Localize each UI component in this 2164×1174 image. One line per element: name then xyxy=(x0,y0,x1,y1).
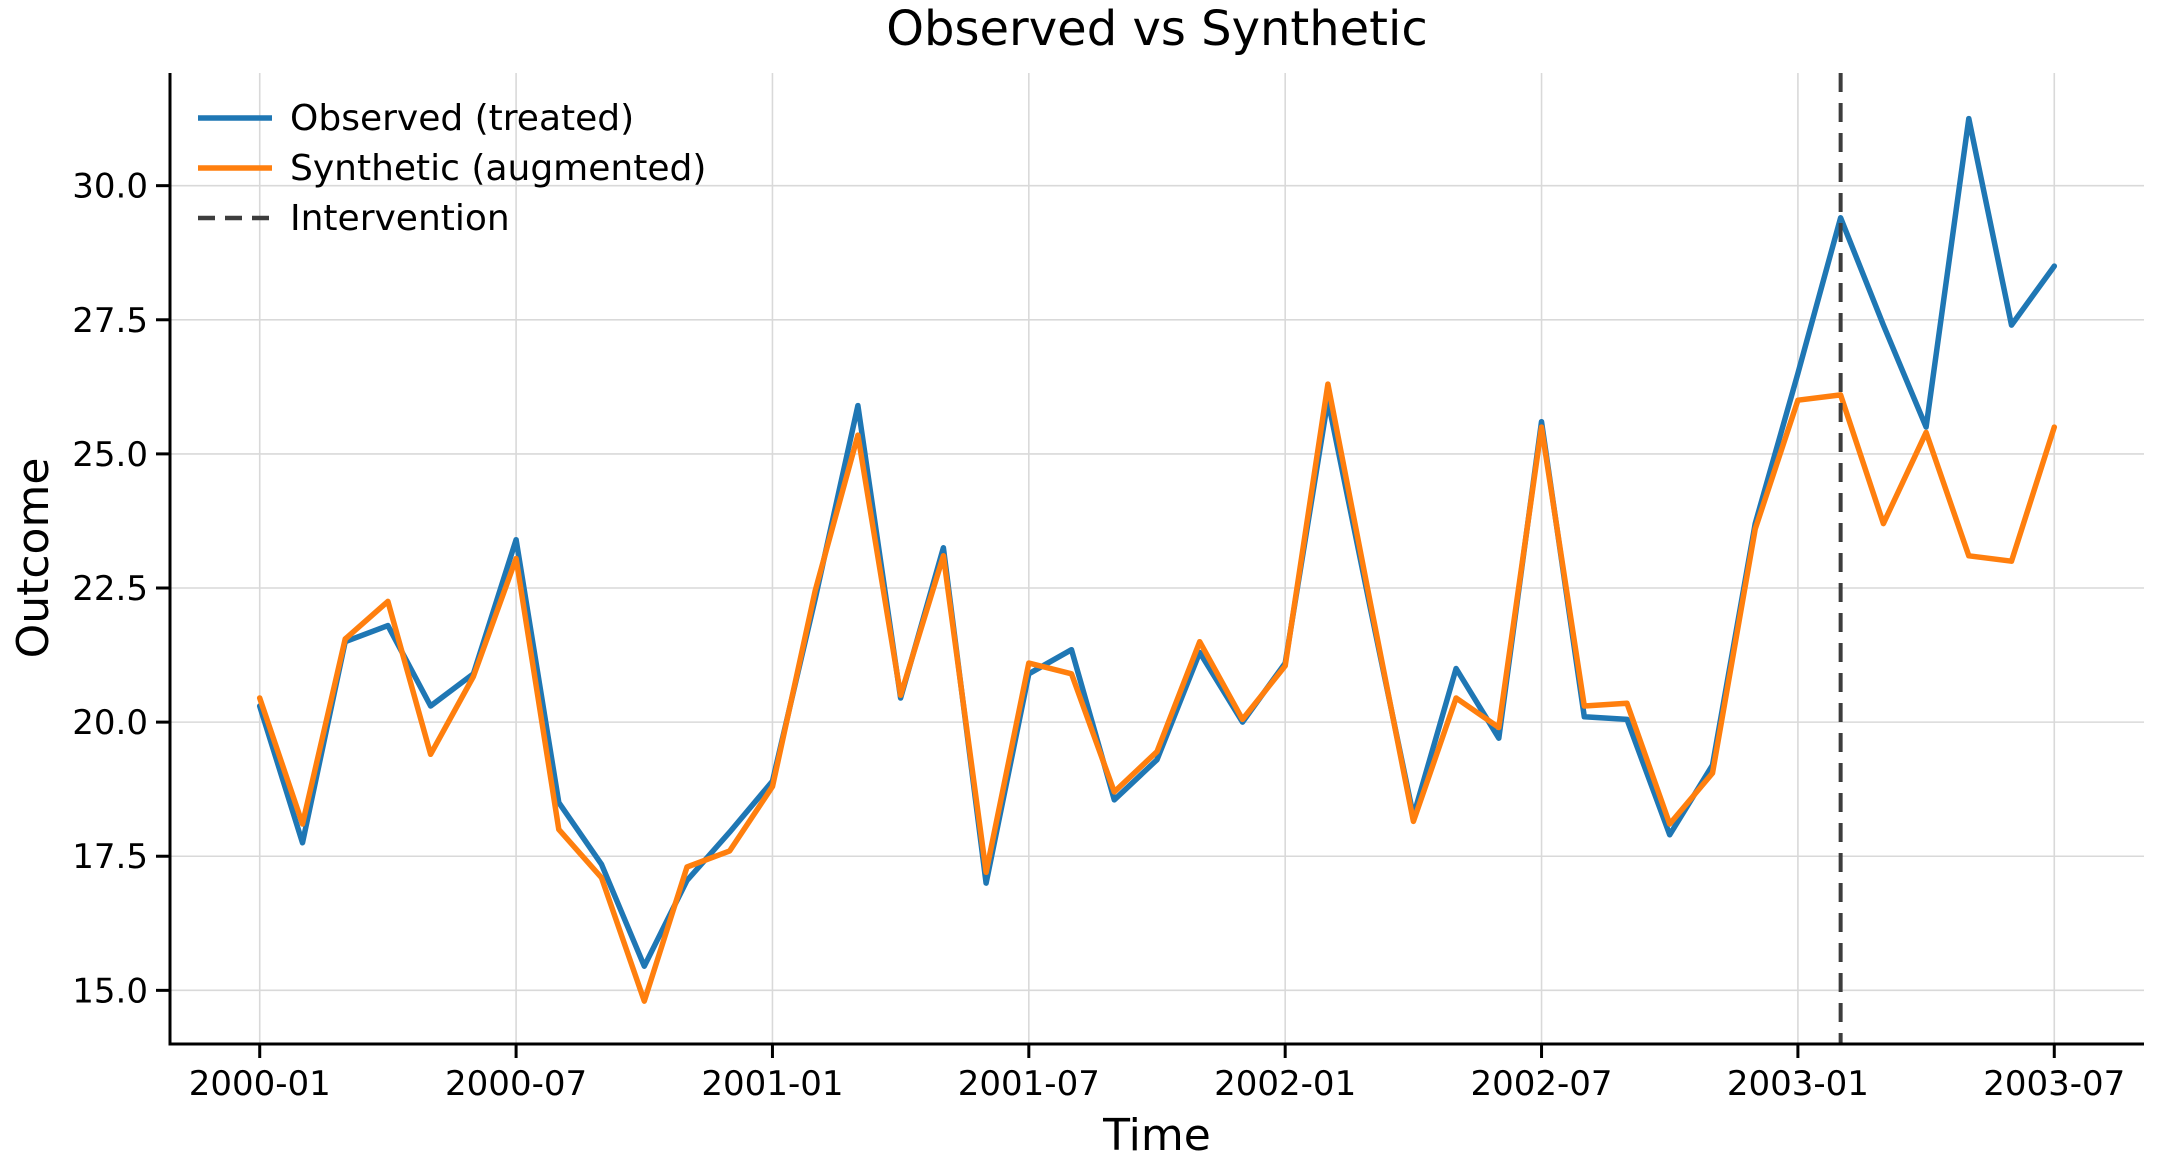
x-tick-label: 2001-01 xyxy=(701,1064,843,1104)
y-tick-label: 15.0 xyxy=(72,971,148,1011)
y-tick-label: 27.5 xyxy=(72,301,148,341)
y-tick-label: 22.5 xyxy=(72,569,148,609)
observed-series-line xyxy=(256,115,2058,969)
legend-label-intervention: Intervention xyxy=(290,198,510,239)
y-axis-label: Outcome xyxy=(8,458,59,659)
x-tick-label: 2003-07 xyxy=(1983,1064,2125,1104)
chart-title: Observed vs Synthetic xyxy=(886,1,1427,57)
series-lines xyxy=(256,115,2058,1004)
x-tick-label: 2002-01 xyxy=(1214,1064,1356,1104)
x-tick-label: 2000-01 xyxy=(189,1064,331,1104)
synthetic-series-line xyxy=(256,381,2058,1004)
y-tick-label: 17.5 xyxy=(72,837,148,877)
y-tick-label: 20.0 xyxy=(72,703,148,743)
x-tick-label: 2003-01 xyxy=(1727,1064,1869,1104)
legend-label-observed: Observed (treated) xyxy=(290,98,634,139)
y-tick-label: 25.0 xyxy=(72,435,148,475)
legend: Observed (treated) Synthetic (augmented) I… xyxy=(198,98,706,239)
x-axis-label: Time xyxy=(1102,1110,1211,1161)
axes xyxy=(156,73,2144,1058)
legend-label-synthetic: Synthetic (augmented) xyxy=(290,148,706,189)
x-tick-label: 2000-07 xyxy=(445,1064,587,1104)
x-tick-label: 2001-07 xyxy=(958,1064,1100,1104)
tick-labels: 2000-01 2000-07 2001-01 2001-07 2002-01 2002-… xyxy=(72,167,2125,1104)
x-tick-label: 2002-07 xyxy=(1471,1064,1613,1104)
y-tick-label: 30.0 xyxy=(72,167,148,207)
